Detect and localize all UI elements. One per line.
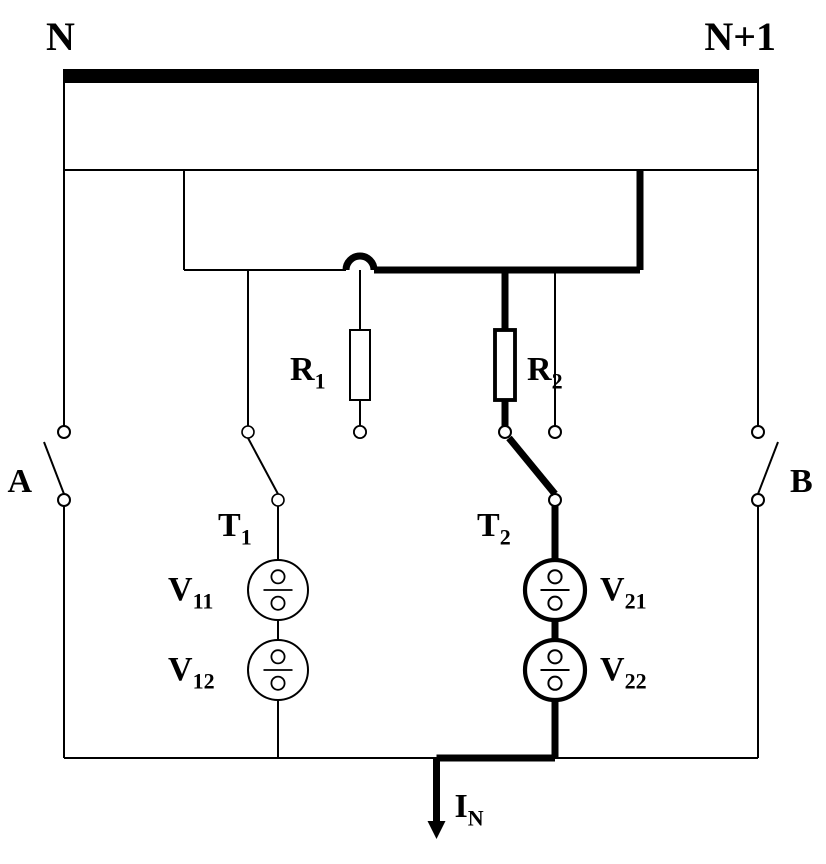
label-V21: V21 bbox=[600, 571, 647, 614]
label-R1: R1 bbox=[290, 351, 326, 394]
label-R2: R2 bbox=[527, 351, 563, 394]
label-IN: IN bbox=[455, 788, 484, 831]
label-B: B bbox=[790, 463, 813, 500]
label-N1: N+1 bbox=[704, 14, 776, 59]
label-V11: V11 bbox=[168, 571, 213, 614]
label-T1: T1 bbox=[218, 507, 252, 550]
label-N: N bbox=[46, 14, 75, 59]
label-V22: V22 bbox=[600, 651, 647, 694]
label-V12: V12 bbox=[168, 651, 215, 694]
label-A: A bbox=[7, 463, 32, 500]
label-T2: T2 bbox=[477, 507, 511, 550]
